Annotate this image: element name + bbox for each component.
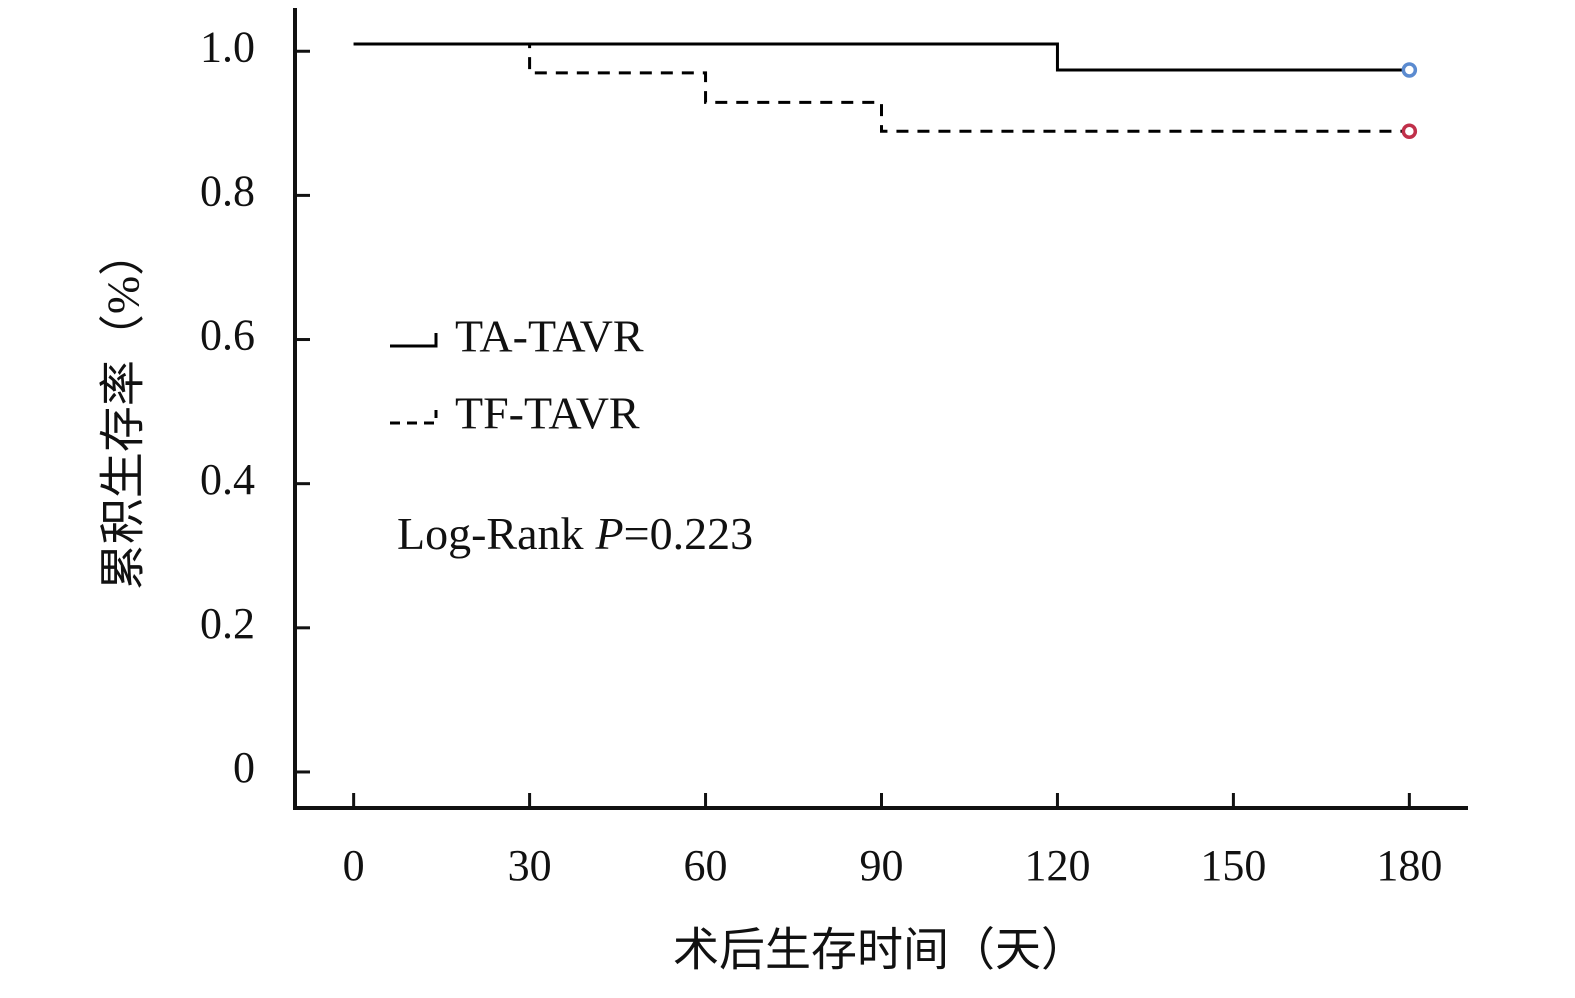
legend-label: TF-TAVR <box>455 388 640 439</box>
legend-label: TA-TAVR <box>455 311 644 362</box>
y-tick-label: 0.2 <box>200 599 255 648</box>
legend-icon <box>390 410 438 425</box>
x-axis-label: 术后生存时间（天） <box>673 925 1087 976</box>
y-tick-label: 0 <box>233 743 255 792</box>
censor-marker <box>1401 62 1418 78</box>
x-tick-label: 120 <box>1024 841 1090 890</box>
x-tick-label: 30 <box>508 841 552 890</box>
x-tick-label: 60 <box>684 841 728 890</box>
survival-line <box>353 42 1410 133</box>
x-tick-label: 180 <box>1376 841 1442 890</box>
annotation-prefix: Log-Rank <box>397 508 584 559</box>
annotation-italic: P <box>595 508 624 559</box>
survival-line <box>353 42 1410 72</box>
y-axis-label: 累积生存率（%） <box>98 230 149 590</box>
annotation: Log-Rank P=0.223 <box>397 508 753 559</box>
y-tick-label: 0.8 <box>200 166 255 215</box>
x-tick-label: 150 <box>1200 841 1266 890</box>
y-tick-label: 0.4 <box>200 455 255 504</box>
legend-icon <box>390 333 438 348</box>
annotation-suffix: =0.223 <box>624 508 753 559</box>
y-tick-label: 1.0 <box>200 22 255 71</box>
censor-marker <box>1401 123 1418 139</box>
x-tick-label: 90 <box>860 841 904 890</box>
x-tick-label: 0 <box>343 841 365 890</box>
y-tick-label: 0.6 <box>200 311 255 360</box>
